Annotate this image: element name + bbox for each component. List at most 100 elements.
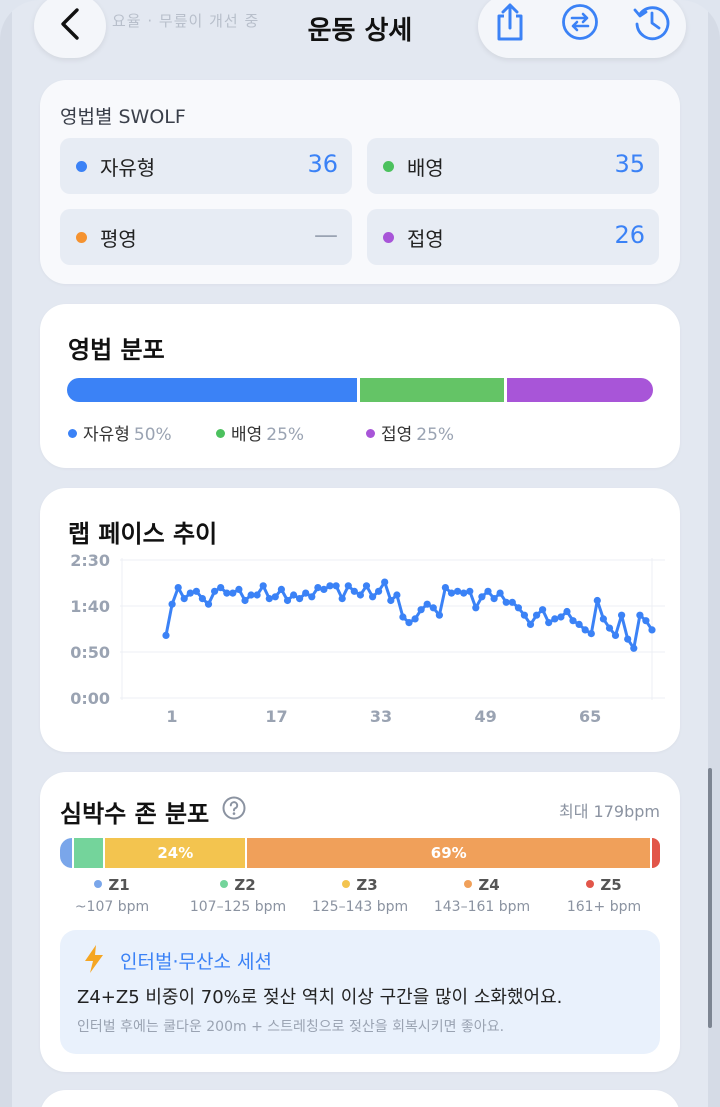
swolf-value: 35 (614, 150, 645, 178)
chevron-left-icon (57, 7, 83, 45)
insight-sub-text: 인터벌 후에는 쿨다운 200m + 스트레칭으로 젖산을 회복시키면 좋아요. (77, 1019, 505, 1035)
pace-point (508, 598, 516, 606)
pace-point (344, 582, 352, 590)
pace-point (192, 587, 200, 595)
pace-point (502, 598, 510, 606)
x-tick-label: 33 (370, 707, 392, 726)
pace-point (362, 582, 371, 590)
swolf-value: — (314, 221, 338, 249)
y-tick-label: 0:00 (70, 689, 110, 708)
pace-point (423, 600, 431, 608)
pace-point (332, 582, 340, 590)
insight-main-text: Z4+Z5 비중이 70%로 젖산 역치 이상 구간을 많이 소화했어요. (77, 987, 563, 1008)
pace-point (375, 587, 383, 595)
zone-name: Z1 (108, 876, 130, 894)
pace-point (211, 587, 219, 595)
pace-point (223, 589, 231, 597)
x-tick-label: 17 (265, 707, 287, 726)
pace-point (636, 611, 644, 619)
scrollbar[interactable] (708, 768, 712, 1028)
pace-point (563, 607, 571, 616)
zone-dot (586, 879, 595, 888)
zone-label-z3: Z3 (300, 876, 420, 894)
pace-point (587, 630, 595, 638)
swolf-label: 자유형 (100, 156, 156, 180)
pace-point (405, 619, 413, 627)
page-title: 운동 상세 (307, 16, 413, 46)
legend-pct: 25% (416, 425, 455, 445)
history-button[interactable] (630, 2, 674, 46)
pace-point (514, 604, 522, 612)
x-tick-label: 65 (579, 707, 601, 726)
lap-pace-chart: 0:00 0:50 1:40 2:30 1 17 33 49 65 (70, 551, 665, 726)
swolf-breaststroke: 평영 — (60, 209, 352, 265)
insight-title: 인터벌·무산소 세션 (120, 951, 272, 973)
pace-point (478, 593, 486, 601)
butterfly-dot (383, 232, 394, 243)
y-tick-label: 2:30 (70, 551, 110, 570)
hr-zone-title: 심박수 존 분포 (60, 800, 210, 828)
zone-dot (464, 879, 473, 888)
distribution-segment (506, 378, 653, 402)
left-edge (0, 0, 12, 1107)
legend-freestyle: 자유형 50% (68, 420, 172, 445)
swolf-label: 접영 (407, 227, 444, 251)
pace-point (381, 578, 389, 586)
pace-point (369, 593, 377, 601)
pace-point (551, 615, 559, 623)
pace-point (180, 595, 188, 603)
lap-pace-card: 랩 페이스 추이 0:00 0:50 1:40 2:30 1 17 33 49 65 (40, 488, 680, 752)
pace-point (259, 582, 267, 590)
swolf-value: 36 (307, 150, 338, 178)
zone-range: 125–143 bpm (311, 899, 409, 915)
pace-point (575, 620, 583, 628)
swolf-title: 영법별 SWOLF (60, 106, 186, 128)
pace-point (350, 587, 358, 595)
zone-name: Z4 (478, 876, 500, 894)
pace-point (217, 584, 225, 592)
pace-point (290, 591, 298, 599)
zone-label-z4: Z4 (422, 876, 542, 894)
zone-range: 161+ bpm (566, 899, 642, 915)
pace-point (387, 596, 395, 605)
pace-point (545, 619, 553, 627)
zone-range: ~107 bpm (74, 899, 150, 915)
pace-point (466, 587, 474, 595)
pace-point (308, 593, 316, 601)
pace-point (393, 591, 401, 599)
history-icon (632, 2, 672, 46)
pace-point (302, 589, 310, 597)
swolf-card: 영법별 SWOLF 자유형 36 배영 35 평영 — 접영 26 (40, 80, 680, 284)
pace-point (338, 595, 346, 603)
zone-dot (342, 879, 351, 888)
swolf-freestyle: 자유형 36 (60, 138, 352, 194)
pace-point (429, 604, 437, 612)
pace-point (460, 589, 468, 597)
zone-range: 107–125 bpm (189, 899, 287, 915)
pace-point (435, 611, 443, 619)
pace-point (296, 595, 304, 603)
back-button[interactable] (34, 0, 106, 58)
legend-dot (366, 428, 375, 438)
swolf-backstroke: 배영 35 (367, 138, 659, 194)
pace-point (441, 584, 449, 592)
swap-button[interactable] (558, 2, 602, 46)
help-circle-icon[interactable] (222, 796, 246, 824)
header-actions (478, 0, 686, 58)
legend-label: 접영 (381, 425, 413, 445)
pace-point (581, 626, 589, 634)
swolf-butterfly: 접영 26 (367, 209, 659, 265)
share-button[interactable] (488, 2, 532, 46)
pace-point (454, 587, 462, 595)
legend-label: 자유형 (83, 425, 130, 445)
zone-dot (220, 879, 229, 888)
pace-point (539, 606, 547, 614)
swolf-value: 26 (614, 221, 645, 249)
pace-point (533, 611, 541, 619)
legend-pct: 25% (266, 425, 305, 445)
pace-point (496, 589, 504, 597)
pace-point (247, 591, 255, 599)
pace-point (648, 626, 656, 634)
pace-point (198, 595, 206, 603)
max-hr-label: 최대 179bpm (559, 802, 660, 821)
